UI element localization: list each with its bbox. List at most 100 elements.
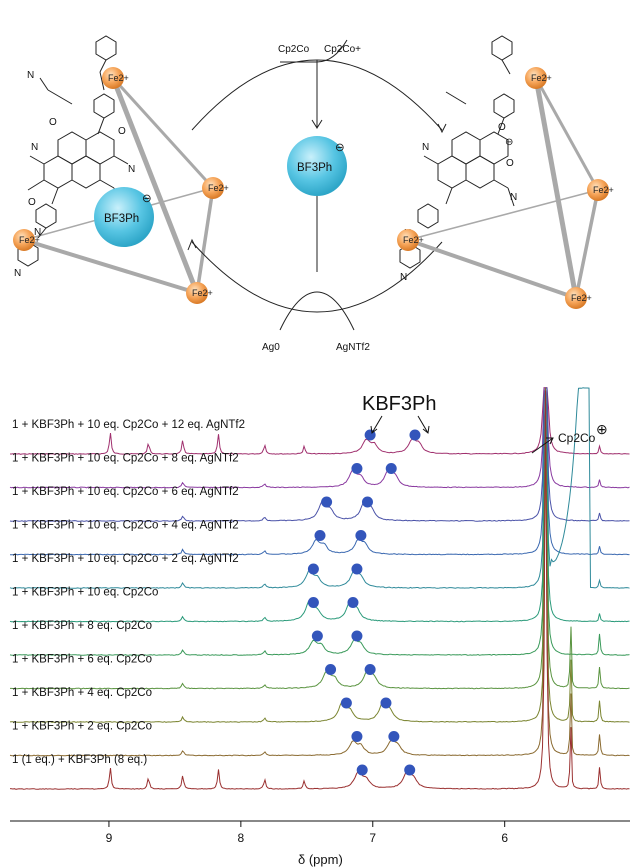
x-tick-label: 8 (238, 831, 245, 845)
svg-text:⊖: ⊖ (335, 142, 345, 154)
center-cycle (187, 39, 447, 331)
left-cage: N O N O O N O N N N Fe2+ Fe2+ Fe2+ Fe2+ (13, 35, 229, 304)
x-tick-label: 7 (369, 831, 376, 845)
svg-text:N: N (510, 192, 517, 203)
right-cage-ligand (399, 35, 515, 269)
svg-text:Fe2+: Fe2+ (571, 293, 592, 303)
peak-marker (409, 429, 421, 441)
x-tick-label: 9 (106, 831, 113, 845)
trace-label: 1 + KBF3Ph + 10 eq. Cp2Co (12, 587, 158, 599)
svg-text:Fe2+: Fe2+ (208, 183, 229, 193)
svg-text:BF3Ph: BF3Ph (104, 213, 139, 225)
spectrum-trace (9, 390, 630, 790)
left-cage-guest: BF3Ph ⊖ (94, 187, 154, 247)
right-cage-fe-bottom: Fe2+ (565, 287, 592, 309)
trace-label: 1 + KBF3Ph + 6 eq. Cp2Co (12, 654, 152, 666)
trace-label: 1 + KBF3Ph + 10 eq. Cp2Co + 2 eq. AgNTf2 (12, 553, 239, 565)
svg-text:Fe2+: Fe2+ (403, 235, 424, 245)
center-labels: Cp2Co Cp2Co+ Ag0 AgNTf2 (262, 44, 370, 353)
spectra-traces (9, 387, 630, 790)
svg-text:BF3Ph: BF3Ph (297, 162, 332, 174)
peak-marker (314, 530, 326, 541)
trace-label: 1 + KBF3Ph + 10 eq. Cp2Co + 4 eq. AgNTf2 (12, 520, 239, 532)
left-cage-edges (23, 76, 215, 295)
reaction-scheme: N O N O O N O N N N Fe2+ Fe2+ Fe2+ Fe2+ (13, 35, 614, 353)
spectrum-trace (9, 387, 630, 757)
left-cage-fe-bottom: Fe2+ (186, 282, 213, 304)
svg-text:O: O (506, 158, 514, 169)
x-axis-label: δ (ppm) (298, 852, 343, 867)
peak-marker (351, 463, 363, 474)
svg-text:AgNTf2: AgNTf2 (336, 342, 370, 353)
left-cage-fe-top: Fe2+ (102, 67, 129, 89)
svg-text:N: N (31, 142, 38, 153)
svg-text:Cp2Co: Cp2Co (278, 44, 310, 55)
svg-text:⊖: ⊖ (142, 193, 152, 205)
svg-text:N: N (422, 142, 429, 153)
peak-marker (364, 664, 376, 675)
svg-text:Fe2+: Fe2+ (593, 185, 614, 195)
nmr-spectra: 1 + KBF3Ph + 10 eq. Cp2Co + 12 eq. AgNTf… (9, 387, 630, 867)
spectrum-trace (9, 387, 630, 723)
right-cage: N O O N N N ⊖ Fe2+ Fe2+ Fe2+ Fe2+ (397, 35, 614, 309)
peak-marker (404, 764, 416, 776)
svg-text:O: O (498, 122, 506, 133)
peak-marker (351, 731, 363, 742)
peak-marker (356, 764, 368, 776)
right-cage-fe-right: Fe2+ (587, 179, 614, 201)
peak-marker (340, 697, 352, 709)
right-cage-fe-top: Fe2+ (525, 67, 552, 89)
left-cage-fe-right: Fe2+ (202, 177, 229, 199)
peak-marker (311, 630, 323, 642)
peak-marker (385, 463, 397, 474)
trace-label: 1 + KBF3Ph + 10 eq. Cp2Co + 12 eq. AgNTf… (12, 419, 245, 431)
peak-marker (361, 496, 373, 508)
svg-text:O: O (118, 126, 126, 137)
trace-label: 1 + KBF3Ph + 2 eq. Cp2Co (12, 721, 152, 733)
svg-text:Ag0: Ag0 (262, 342, 280, 353)
svg-text:N: N (34, 227, 41, 238)
trace-label: 1 + KBF3Ph + 10 eq. Cp2Co + 6 eq. AgNTf2 (12, 486, 239, 498)
spectra-labels: 1 + KBF3Ph + 10 eq. Cp2Co + 12 eq. AgNTf… (12, 419, 245, 766)
trace-label: 1 + KBF3Ph + 8 eq. Cp2Co (12, 620, 152, 632)
svg-text:Fe2+: Fe2+ (108, 73, 129, 83)
svg-text:Fe2+: Fe2+ (19, 235, 40, 245)
svg-text:Cp2Co+: Cp2Co+ (324, 44, 361, 55)
left-cage-atom-labels: N O N O O N O N N N (14, 70, 135, 279)
spectrum-trace (9, 387, 630, 489)
peak-marker (351, 630, 363, 642)
peak-markers (307, 429, 421, 776)
right-cage-edges (407, 77, 600, 300)
svg-text:⊖: ⊖ (505, 137, 513, 148)
svg-text:O: O (49, 117, 57, 128)
kbf3ph-label: KBF3Ph (362, 393, 436, 415)
cp2co-charge: ⊕ (596, 421, 608, 437)
x-axis: 9 8 7 6 δ (ppm) (10, 820, 630, 867)
peak-marker (380, 697, 392, 709)
svg-text:N: N (27, 70, 34, 81)
svg-text:Fe2+: Fe2+ (531, 73, 552, 83)
peak-marker (321, 496, 333, 508)
spectrum-trace (9, 387, 630, 556)
svg-text:N: N (128, 164, 135, 175)
peak-marker (325, 664, 337, 675)
peak-marker (351, 563, 363, 575)
x-axis-ticks: 9 8 7 6 (106, 821, 508, 845)
right-cage-fe-left: Fe2+ (397, 229, 424, 251)
left-cage-fe-left: Fe2+ (13, 229, 40, 251)
svg-text:N: N (14, 268, 21, 279)
svg-text:N: N (400, 272, 407, 283)
kbf3ph-annotation: KBF3Ph (362, 393, 436, 434)
spectrum-trace (10, 387, 630, 455)
spectrum-trace (9, 387, 630, 656)
cp2co-annotation: Cp2Co ⊕ (531, 421, 608, 454)
peak-marker (388, 731, 400, 742)
trace-label: 1 (1 eq.) + KBF3Ph (8 eq.) (12, 754, 147, 766)
peak-marker (307, 597, 319, 608)
peak-marker (347, 597, 359, 608)
spectrum-trace (9, 387, 630, 589)
svg-text:Fe2+: Fe2+ (192, 288, 213, 298)
trace-label: 1 + KBF3Ph + 4 eq. Cp2Co (12, 687, 152, 699)
peak-marker (307, 563, 319, 575)
trace-label: 1 + KBF3Ph + 10 eq. Cp2Co + 8 eq. AgNTf2 (12, 453, 239, 465)
